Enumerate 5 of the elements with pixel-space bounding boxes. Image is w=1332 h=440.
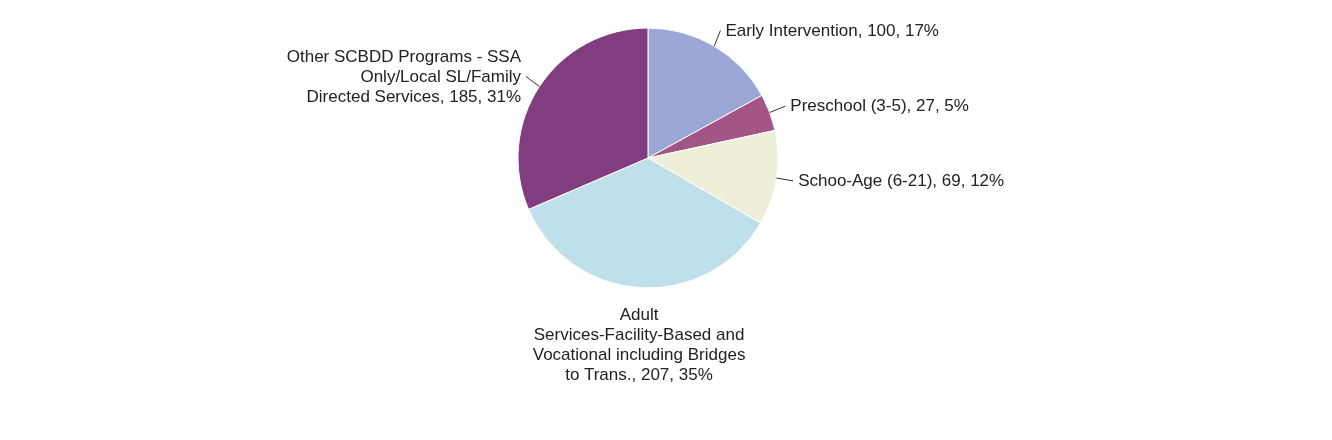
slice-label: Schoo-Age (6-21), 69, 12% [798,170,1005,190]
slice-label: Preschool (3-5), 27, 5% [790,96,969,116]
slice-label: Adult Services-Facility-Based and Vocational including Bridges to Trans., 207, 35% [532,304,746,384]
slice-label: Early Intervention, 100, 17% [725,20,939,40]
slice-label: Other SCBDD Programs - SSA Only/Local SL/Family Directed Services, 185, 31% [286,46,522,106]
